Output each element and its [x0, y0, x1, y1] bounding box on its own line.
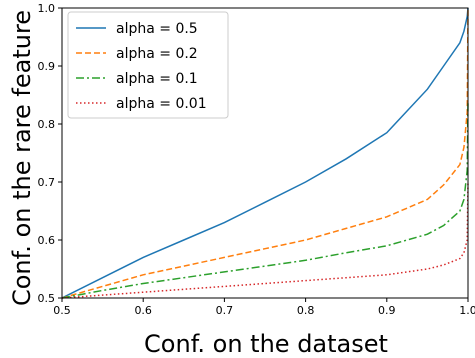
axes-layer: 0.5 0.6 0.7 0.8 0.9 1.0 0.5 0.6 0.7 0.8 0.9 1.0: [38, 2, 475, 317]
y-tick-label: 0.5: [38, 292, 56, 305]
x-tick-label: 0.7: [216, 304, 234, 317]
x-tick-label: 0.5: [53, 304, 71, 317]
x-axis-label: Conf. on the dataset: [144, 330, 388, 358]
legend: alpha = 0.5 alpha = 0.2 alpha = 0.1 alpha =…: [67, 11, 229, 119]
x-tick-label: 0.8: [297, 304, 315, 317]
y-tick-label: 0.6: [38, 234, 56, 247]
series-line-alpha-0-2: [62, 7, 469, 299]
legend-box: [67, 11, 229, 119]
legend-label-alpha-0-1: alpha = 0.1: [116, 71, 198, 87]
series-line-alpha-0-1: [62, 100, 469, 299]
y-tick-label: 1.0: [38, 2, 56, 15]
y-axis-label: Conf. on the rare feature: [8, 10, 36, 306]
series-line-alpha-0-01: [62, 181, 469, 299]
legend-label-alpha-0-01: alpha = 0.01: [116, 96, 207, 112]
y-tick-label: 0.7: [38, 176, 56, 189]
x-tick-label: 0.6: [134, 304, 152, 317]
y-tick-label: 0.8: [38, 118, 56, 131]
series-layer: [62, 7, 469, 299]
legend-label-alpha-0-5: alpha = 0.5: [116, 21, 198, 37]
x-tick-label: 1.0: [459, 304, 475, 317]
legend-label-alpha-0-2: alpha = 0.2: [116, 46, 198, 62]
y-tick-label: 0.9: [38, 60, 56, 73]
x-tick-label: 0.9: [378, 304, 396, 317]
series-line-alpha-0-5: [62, 7, 469, 299]
axes-frame: [61, 7, 469, 299]
